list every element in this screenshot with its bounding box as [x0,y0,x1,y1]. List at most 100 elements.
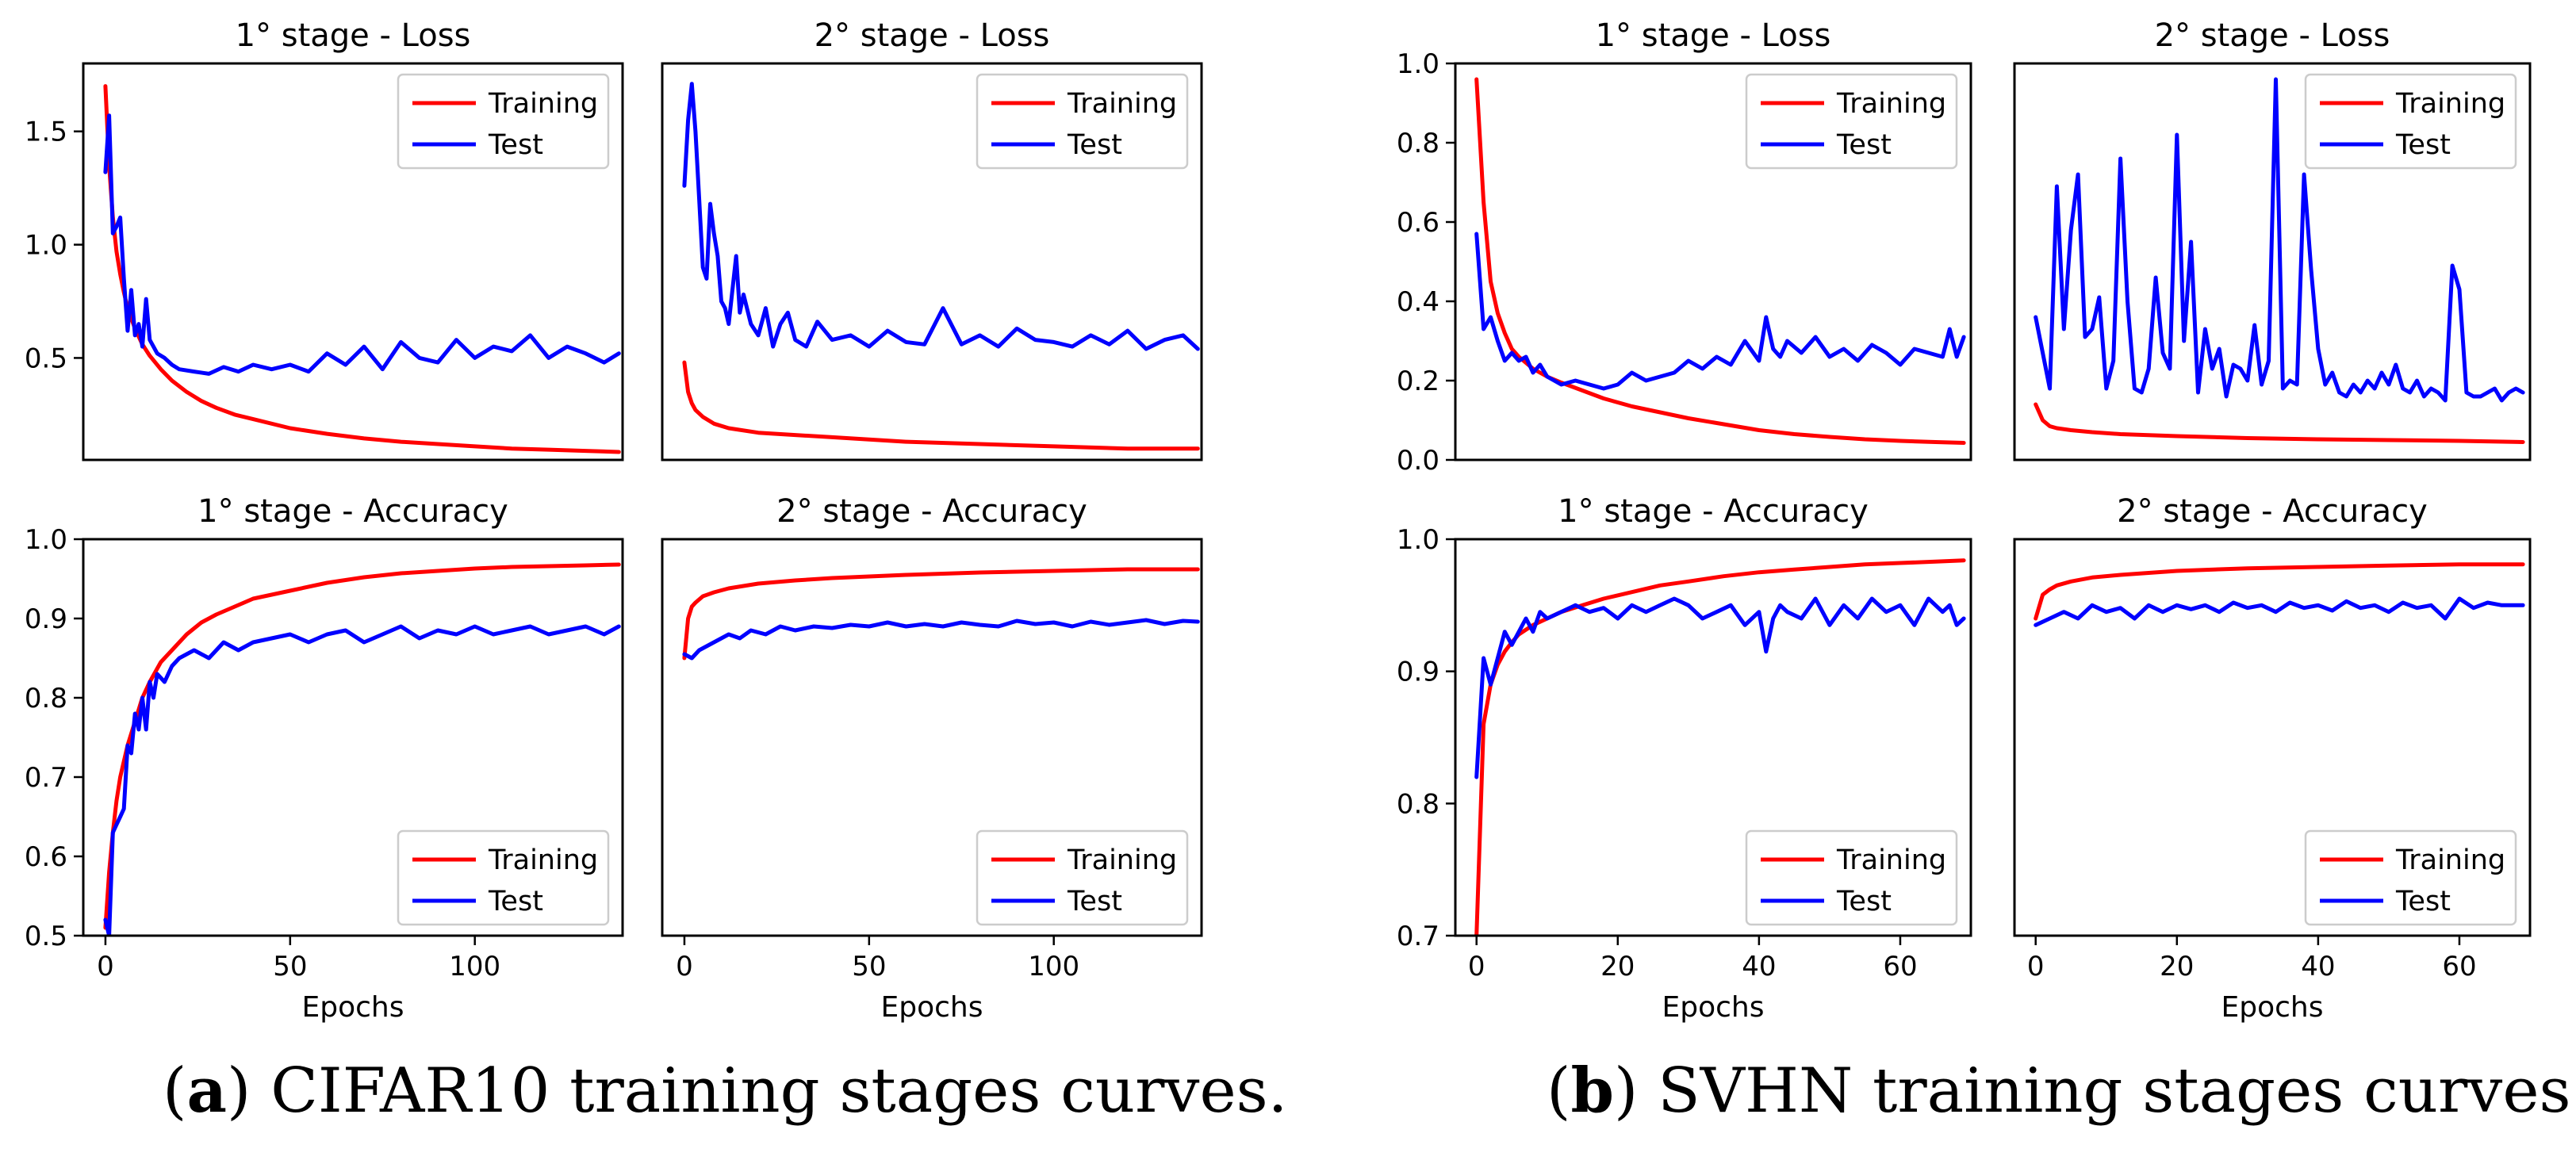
panel-svhn-stage2-accuracy: 2° stage - Accuracy 0 20 40 60 Epochs Training… [2013,493,2532,1024]
legend-label: Training [2395,88,2505,120]
caption-a-text: CIFAR10 training stages curves. [270,1055,1288,1127]
series-line-training [2034,402,2525,444]
legend-label: Test [488,129,543,161]
panel-title: 1° stage - Loss [236,17,471,54]
x-tick-label: 100 [1028,951,1079,982]
plot-frame [2013,538,2532,937]
y-tick-label: 0.8 [25,683,67,714]
series-group [103,562,621,936]
y-tick-label: 0.6 [1397,207,1439,239]
series-group [682,567,1200,661]
panel-title: 1° stage - Accuracy [1558,493,1869,530]
series-group [103,84,621,454]
y-tick-label: 0.9 [25,603,67,635]
x-tick-label: 60 [1883,951,1917,982]
caption-b-letter: b [1570,1055,1614,1127]
plot-frame [661,62,1203,461]
plot-frame [2013,62,2532,461]
y-tick-label: 1.5 [25,117,67,148]
legend-label: Training [1836,844,1946,876]
series-line-training [2034,562,2525,621]
legend-label: Test [1067,129,1122,161]
series-group [1474,558,1966,936]
x-tick-label: 60 [2442,951,2476,982]
y-tick-label: 0.5 [25,921,67,952]
series-line-training [682,567,1200,661]
y-tick-label: 1.0 [1397,48,1439,80]
x-tick-label: 50 [852,951,886,982]
series-line-test [1474,232,1966,391]
caption-a-letter: a [186,1055,227,1127]
y-tick-label: 0.5 [25,343,67,374]
caption-a: (a) CIFAR10 training stages curves. [163,1055,1288,1127]
legend-label: Training [1067,88,1177,120]
panel-title: 2° stage - Loss [2155,17,2390,54]
y-tick-label: 1.0 [25,230,67,262]
panel-title: 2° stage - Loss [815,17,1050,54]
legend-label: Test [1836,129,1892,161]
y-tick-label: 1.0 [1397,524,1439,556]
legend-label: Training [488,88,598,120]
series-group [2034,77,2525,444]
x-tick-label: 100 [449,951,500,982]
y-tick-label: 0.8 [1397,788,1439,820]
legend-label: Test [1067,886,1122,917]
plot-frame [1454,62,1972,461]
legend-label: Test [488,886,543,917]
x-axis-label: Epochs [881,991,983,1024]
legend-label: Training [2395,844,2505,876]
panel-svhn-stage1-loss: 1° stage - Loss 0.0 0.2 0.4 0.6 0.8 1.0 Trainin… [1397,17,1972,477]
x-axis-label: Epochs [1662,991,1765,1024]
panel-cifar-stage2-accuracy: 2° stage - Accuracy 0 50 100 Epochs Training T… [661,493,1203,1024]
series-group [1474,77,1966,445]
panel-svhn-stage2-loss: 2° stage - Loss Training Test [2013,17,2532,461]
legend-label: Training [1067,844,1177,876]
y-tick-label: 0.8 [1397,128,1439,159]
series-line-test [103,113,621,376]
legend-label: Test [2395,886,2451,917]
panel-cifar-stage1-loss: 1° stage - Loss 0.5 1.0 1.5 Training Test [25,17,624,461]
series-line-training [1474,77,1966,445]
x-axis-label: Epochs [302,991,404,1024]
series-line-test [682,618,1200,661]
plot-frame [1454,538,1972,937]
panel-cifar-stage1-accuracy: 1° stage - Accuracy 0.5 0.6 0.7 0.8 0.9 1.0 0 50… [25,493,624,1024]
panel-svhn-stage1-accuracy: 1° stage - Accuracy 0.7 0.8 0.9 1.0 0 20 40 60 Ep… [1397,493,1972,1024]
panel-title: 1° stage - Accuracy [197,493,508,530]
plot-frame [661,538,1203,937]
legend-label: Training [488,844,598,876]
y-tick-label: 0.4 [1397,286,1439,318]
x-tick-label: 20 [2160,951,2194,982]
caption-b: (b) SVHN training stages curves. [1547,1055,2576,1127]
legend-label: Training [1836,88,1946,120]
legend-label: Test [2395,129,2451,161]
x-tick-label: 50 [273,951,307,982]
caption-b-text: SVHN training stages curves. [1658,1055,2576,1127]
panel-title: 2° stage - Accuracy [2117,493,2428,530]
y-tick-label: 0.7 [1397,921,1439,952]
y-tick-label: 1.0 [25,524,67,556]
series-line-test [1474,596,1966,779]
y-tick-label: 0.6 [25,841,67,873]
plot-frame [82,62,624,461]
x-tick-label: 0 [97,951,114,982]
series-line-test [682,82,1200,351]
series-line-test [2034,77,2525,403]
legend-label: Test [1836,886,1892,917]
plot-frame [82,538,624,937]
x-axis-label: Epochs [2221,991,2324,1024]
y-tick-label: 0.9 [1397,657,1439,688]
panel-title: 2° stage - Accuracy [776,493,1087,530]
series-line-training [103,562,621,930]
y-tick-label: 0.2 [1397,366,1439,397]
series-line-training [1474,558,1966,936]
series-group [682,82,1200,451]
series-group [2034,562,2525,627]
panel-title: 1° stage - Loss [1596,17,1831,54]
series-line-test [103,624,621,936]
panel-cifar-stage2-loss: 2° stage - Loss Training Test [661,17,1203,461]
series-line-test [2034,596,2525,627]
series-line-training [682,360,1200,451]
x-tick-label: 0 [676,951,693,982]
